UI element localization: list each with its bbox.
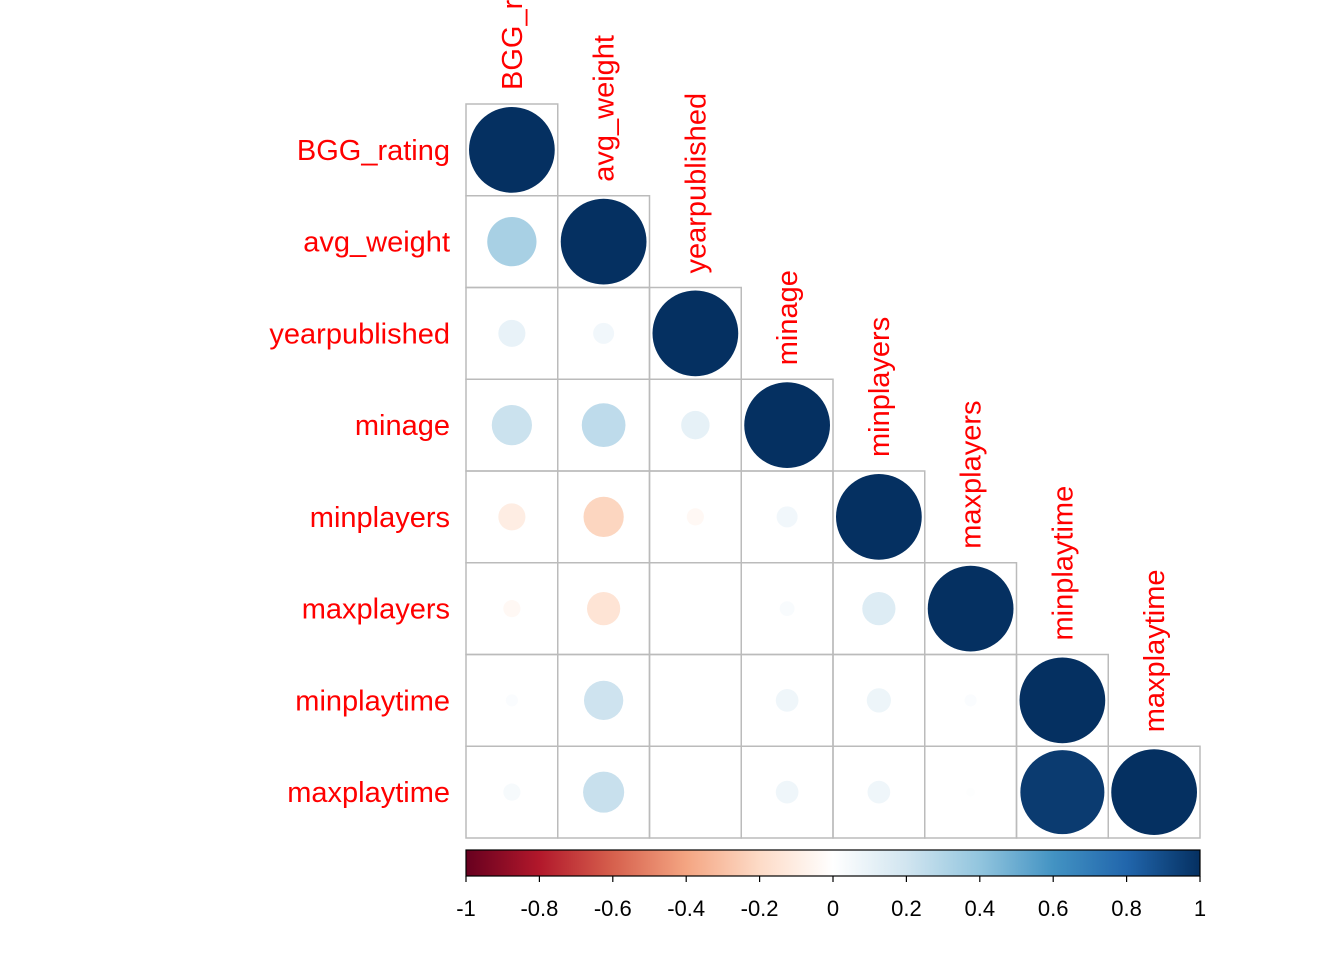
row-label: minplayers	[310, 502, 450, 534]
correlation-circle	[491, 405, 532, 446]
column-label: maxplaytime	[1139, 569, 1171, 732]
legend-tick-label: 0.6	[1038, 896, 1069, 921]
correlation-circle	[581, 403, 626, 447]
matrix-cell	[648, 562, 742, 656]
correlation-circle	[686, 508, 704, 526]
row-label: minage	[355, 410, 450, 442]
correlation-circle	[966, 787, 975, 797]
correlation-circle	[587, 592, 621, 626]
column-label: minplayers	[864, 317, 896, 457]
row-label: yearpublished	[269, 318, 450, 350]
row-label: minplaytime	[295, 685, 450, 717]
correlation-circle	[862, 592, 896, 626]
color-legend-bar	[465, 849, 1201, 877]
column-label: maxplayers	[956, 400, 988, 548]
row-label: maxplayers	[302, 594, 450, 626]
correlation-circle	[1019, 657, 1106, 744]
row-labels: BGG_rating avg_weight yearpublished minage m…	[269, 135, 450, 809]
legend-tick-label: -1	[456, 896, 476, 921]
correlation-circle	[681, 410, 710, 440]
legend-tick-label: -0.6	[594, 896, 632, 921]
column-label: avg_weight	[589, 35, 621, 182]
legend-tick-label: 0.2	[891, 896, 922, 921]
color-legend-ticks: -1 -0.8 -0.6 -0.4 -0.2 0 0.2 0.4 0.6 0.8 1	[456, 876, 1206, 921]
column-labels: BGG_rating avg_weight yearpublished minage m…	[497, 0, 1171, 732]
correlation-circle	[498, 503, 526, 531]
correlation-circle	[583, 680, 624, 721]
correlation-circle	[487, 216, 537, 267]
correlation-circle	[498, 319, 526, 347]
legend-tick-label: 0	[827, 896, 839, 921]
legend-tick-label: 0.8	[1111, 896, 1142, 921]
correlation-cells	[465, 103, 1201, 839]
legend-tick-label: 0.4	[965, 896, 996, 921]
correlation-circle	[866, 688, 892, 713]
correlation-circle	[867, 780, 891, 804]
correlation-circle	[775, 689, 799, 712]
legend-tick-label: 1	[1194, 896, 1206, 921]
correlation-circle	[779, 601, 795, 617]
column-label: yearpublished	[680, 93, 712, 274]
correlation-circle	[1111, 749, 1197, 835]
correlation-circle	[1020, 750, 1105, 835]
correlation-circle	[776, 506, 798, 528]
correlation-circle	[583, 771, 625, 813]
column-label: minage	[772, 270, 804, 365]
legend-tick-label: -0.4	[667, 896, 705, 921]
legend-tick-label: -0.2	[741, 896, 779, 921]
correlation-circle	[505, 694, 518, 707]
correlation-circle	[583, 496, 624, 537]
correlation-circle	[593, 322, 615, 344]
correlation-circle	[836, 474, 922, 560]
correlation-circle	[964, 694, 977, 707]
correlation-circle	[927, 565, 1014, 652]
correlation-circle	[503, 783, 521, 801]
column-label: minplaytime	[1047, 486, 1079, 641]
correlation-circle	[469, 107, 555, 193]
correlation-circle	[775, 780, 799, 804]
matrix-cell	[648, 745, 742, 839]
column-label: BGG_rating	[497, 0, 529, 90]
row-label: avg_weight	[303, 227, 450, 259]
matrix-cell	[648, 653, 742, 747]
correlation-circle	[560, 198, 647, 285]
legend-tick-label: -0.8	[520, 896, 558, 921]
row-label: maxplaytime	[287, 777, 450, 809]
correlation-circle	[652, 290, 739, 377]
correlation-circle	[744, 382, 830, 468]
row-label: BGG_rating	[297, 135, 450, 167]
color-legend: -1 -0.8 -0.6 -0.4 -0.2 0 0.2 0.4 0.6 0.8 1	[456, 849, 1206, 921]
matrix-cell	[1107, 745, 1201, 839]
correlation-circle	[503, 600, 521, 618]
